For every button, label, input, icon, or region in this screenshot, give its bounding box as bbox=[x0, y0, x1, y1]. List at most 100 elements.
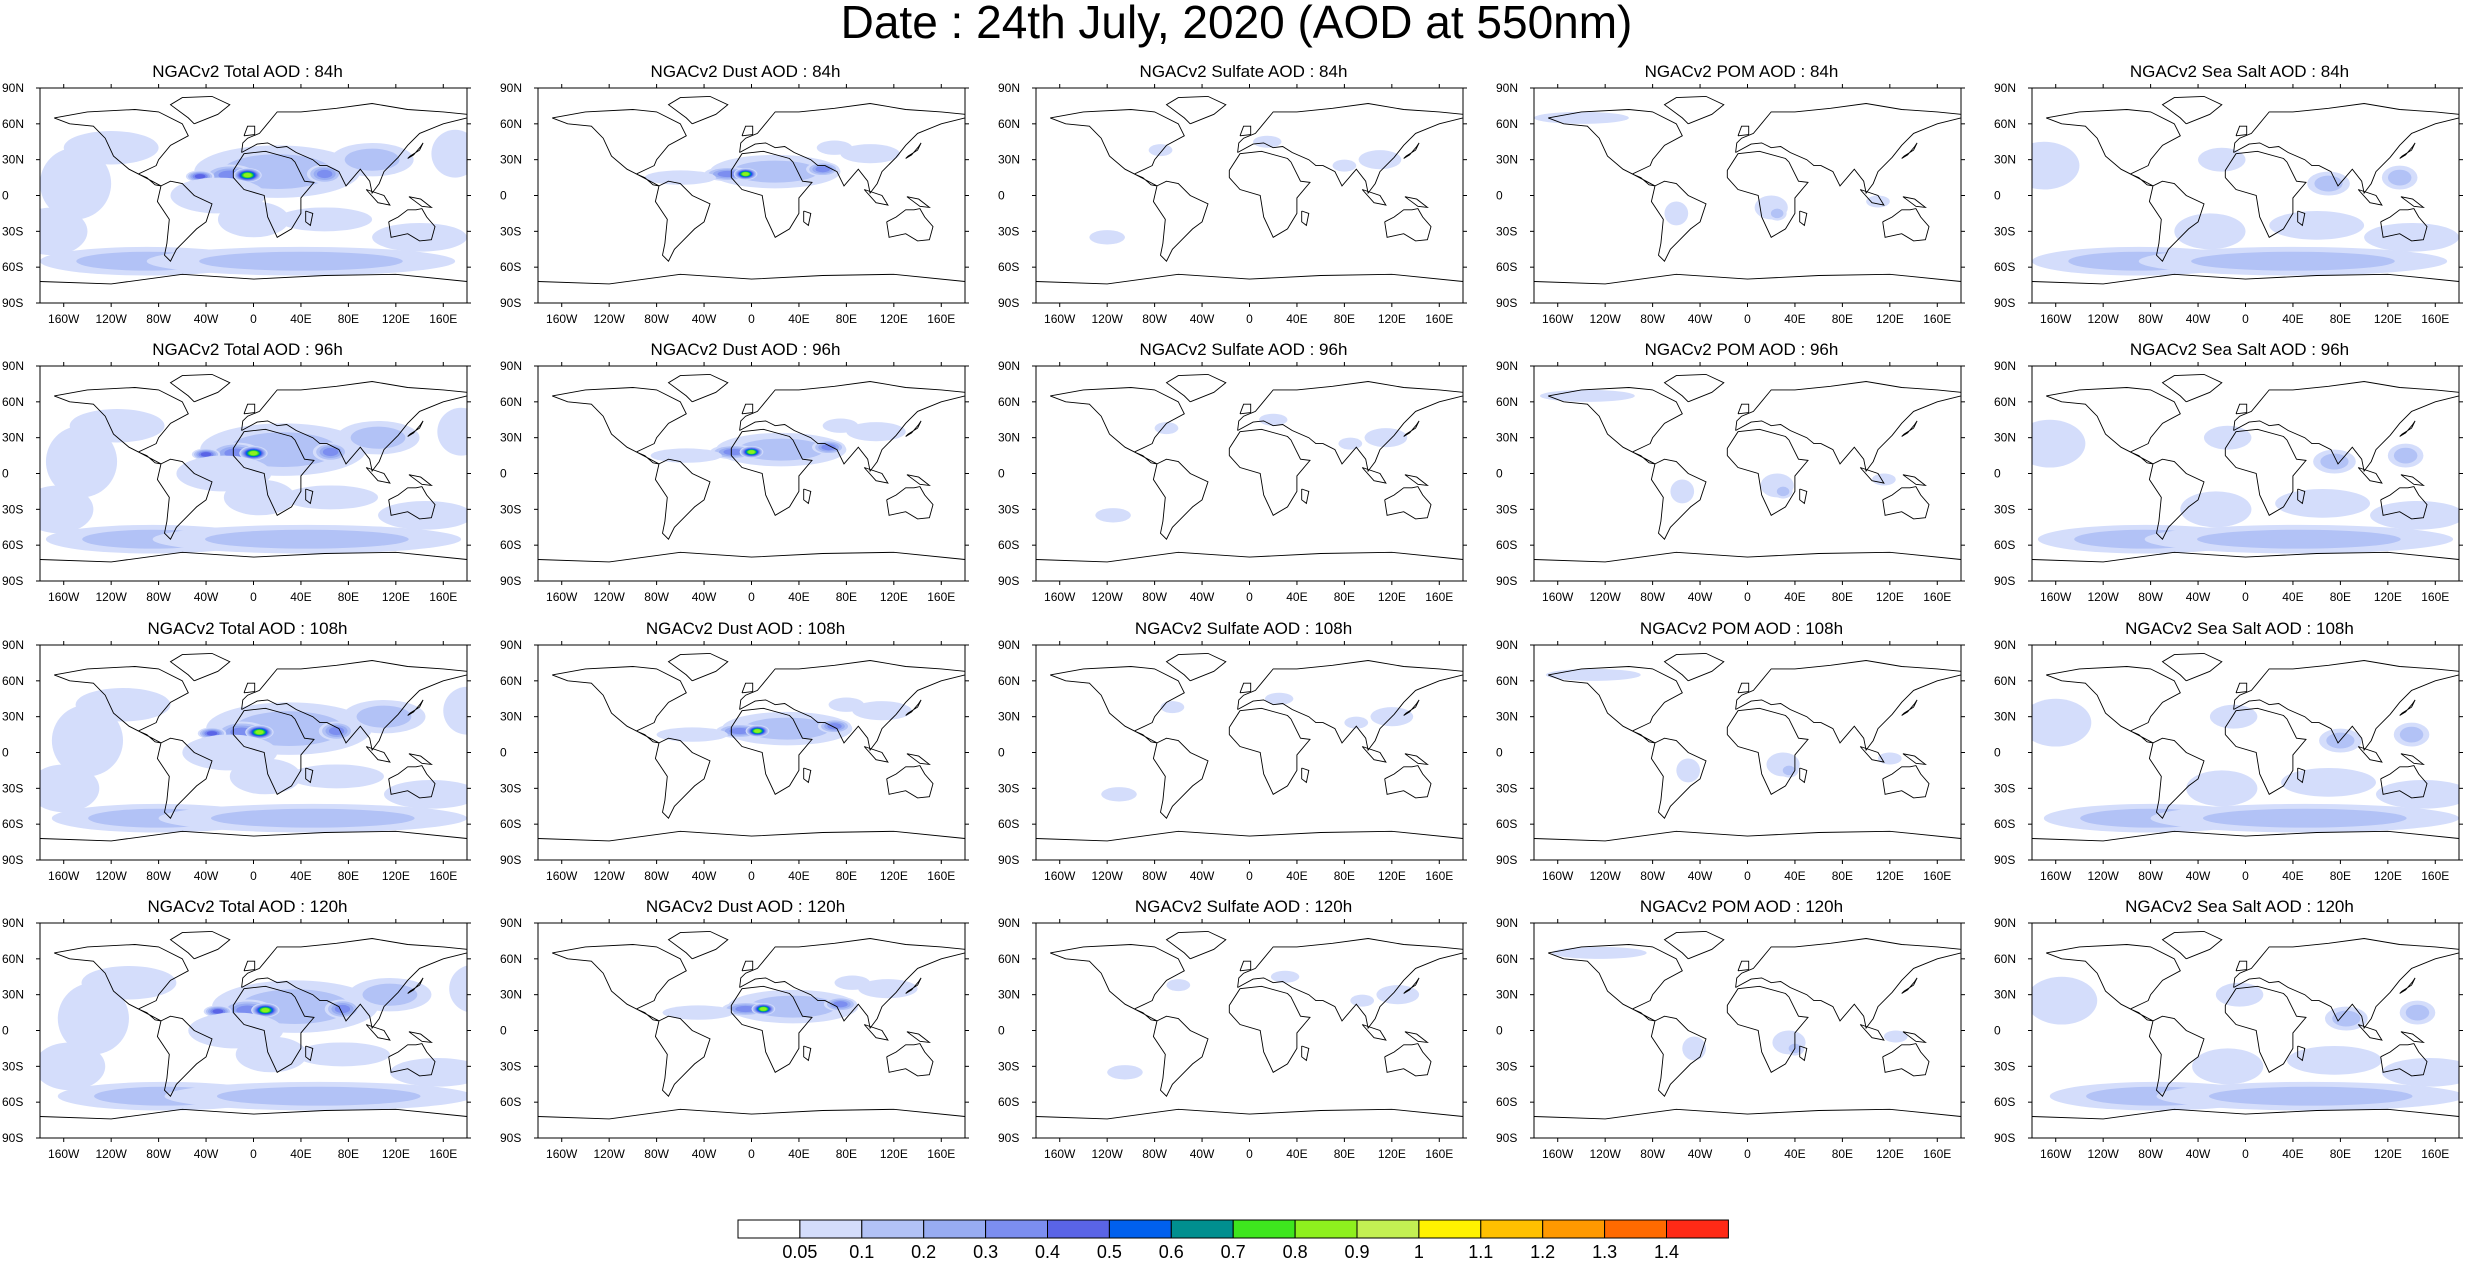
coastline bbox=[2399, 977, 2416, 994]
lat-label: 30N bbox=[1994, 153, 2016, 167]
lon-label: 160E bbox=[429, 590, 457, 604]
lat-label: 60N bbox=[500, 395, 522, 409]
coastline bbox=[2400, 474, 2425, 487]
aerosol-contour bbox=[437, 407, 467, 456]
aerosol-contour bbox=[2032, 419, 2086, 468]
aerosol-contour bbox=[188, 1012, 284, 1049]
coastline bbox=[2233, 938, 2459, 1030]
colorbar-swatch bbox=[923, 1219, 987, 1239]
lon-label: 80E bbox=[338, 1147, 359, 1161]
lat-label: 30S bbox=[2, 502, 23, 516]
lon-label: 80E bbox=[1334, 590, 1355, 604]
coastline bbox=[905, 142, 922, 159]
lon-label: 80E bbox=[2330, 312, 2351, 326]
lon-label: 120W bbox=[1589, 312, 1621, 326]
aerosol-contour bbox=[1258, 413, 1288, 426]
lat-label: 60N bbox=[1994, 952, 2016, 966]
lon-label: 40W bbox=[1688, 590, 1713, 604]
colorbar-label: 0.1 bbox=[849, 1242, 874, 1261]
aerosol-contour bbox=[840, 144, 900, 164]
aerosol-field bbox=[538, 930, 965, 1120]
lat-label: 30N bbox=[998, 988, 1020, 1002]
lon-label: 120W bbox=[1589, 869, 1621, 883]
lat-label: 60N bbox=[1496, 952, 1518, 966]
lon-label: 40E bbox=[290, 312, 311, 326]
coastline bbox=[1165, 930, 1227, 960]
figure-title: Date : 24th July, 2020 (AOD at 550nm) bbox=[840, 0, 1633, 48]
lat-label: 60S bbox=[998, 817, 1019, 831]
coastline bbox=[739, 381, 965, 473]
coastline bbox=[2400, 753, 2425, 766]
aerosol-contour bbox=[1332, 159, 1357, 172]
lon-label: 160E bbox=[1425, 1147, 1453, 1161]
coastline bbox=[1228, 428, 1311, 516]
lon-label: 40E bbox=[1784, 590, 1805, 604]
lat-label: 30N bbox=[500, 988, 522, 1002]
map-canvas: 90N 60N 30N 0 30S 60S 90S 160W 120W 80W 40W 0 40E 80E… bbox=[1994, 638, 2463, 883]
lon-label: 0 bbox=[1744, 312, 1751, 326]
map-canvas: 90N 60N 30N 0 30S 60S 90S 160W 120W 80W 40W 0 40E 80E… bbox=[998, 359, 1467, 604]
coastline bbox=[739, 938, 965, 1030]
lon-label: 160W bbox=[1044, 1147, 1076, 1161]
aerosol-contour bbox=[2387, 169, 2412, 186]
lat-label: 30S bbox=[1496, 224, 1517, 238]
colorbar-label: 0.2 bbox=[911, 1242, 936, 1261]
lat-label: 60S bbox=[1994, 1095, 2015, 1109]
coastline bbox=[2297, 488, 2306, 505]
aerosol-field bbox=[538, 95, 965, 285]
lat-label: 60S bbox=[1994, 538, 2015, 552]
aerosol-contour bbox=[816, 140, 853, 155]
lat-label: 30N bbox=[998, 153, 1020, 167]
aerosol-contour bbox=[2192, 1048, 2264, 1085]
coastline bbox=[741, 125, 754, 137]
colorbar-label: 1 bbox=[1414, 1242, 1424, 1261]
aerosol-contour bbox=[2180, 491, 2252, 528]
lat-label: 30S bbox=[998, 224, 1019, 238]
aerosol-contour bbox=[1350, 994, 1375, 1007]
lat-label: 60S bbox=[2, 1095, 23, 1109]
aerosol-contour bbox=[2314, 175, 2343, 192]
lat-label: 30N bbox=[2, 710, 24, 724]
lat-label: 90S bbox=[500, 853, 521, 867]
lat-label: 90N bbox=[2, 81, 24, 95]
panel-title: NGACv2 Sea Salt AOD : 84h bbox=[2129, 62, 2350, 81]
lon-label: 80W bbox=[2138, 869, 2163, 883]
coastline bbox=[1663, 95, 1725, 125]
aerosol-contour bbox=[261, 1008, 270, 1013]
lon-label: 80W bbox=[146, 590, 171, 604]
coastline bbox=[739, 660, 965, 752]
coastline bbox=[1726, 985, 1809, 1073]
coastline bbox=[1301, 210, 1310, 227]
lat-label: 90S bbox=[998, 853, 1019, 867]
lon-label: 160W bbox=[2040, 1147, 2072, 1161]
coastline bbox=[1901, 142, 1918, 159]
lon-label: 0 bbox=[1246, 312, 1253, 326]
coastline bbox=[243, 960, 256, 972]
coastline bbox=[40, 551, 467, 563]
lon-label: 40W bbox=[1190, 1147, 1215, 1161]
aerosol-contour bbox=[1358, 150, 1402, 170]
coastline bbox=[730, 985, 813, 1073]
aerosol-contour bbox=[1551, 946, 1647, 959]
lon-label: 40E bbox=[788, 590, 809, 604]
lat-label: 30N bbox=[1496, 431, 1518, 445]
aerosol-field bbox=[2032, 652, 2459, 842]
aerosol-contour bbox=[1866, 195, 1890, 208]
lon-label: 160E bbox=[2421, 312, 2449, 326]
coastline bbox=[1859, 467, 1885, 484]
aerosol-contour bbox=[316, 169, 333, 179]
coastline bbox=[2161, 373, 2223, 403]
lat-label: 60N bbox=[2, 117, 24, 131]
aerosol-contour bbox=[2275, 489, 2371, 518]
lat-label: 30S bbox=[500, 502, 521, 516]
lat-label: 90S bbox=[2, 296, 23, 310]
coastline bbox=[1403, 699, 1420, 716]
lat-label: 0 bbox=[1994, 189, 2001, 203]
aerosol-contour bbox=[283, 485, 379, 510]
lon-label: 160W bbox=[48, 590, 80, 604]
lat-label: 0 bbox=[998, 1024, 1005, 1038]
lon-label: 160E bbox=[429, 869, 457, 883]
aerosol-contour bbox=[289, 764, 384, 789]
map-canvas: 90N 60N 30N 0 30S 60S 90S 160W 120W 80W 40W 0 40E 80E… bbox=[500, 81, 969, 326]
map-panel: 90N 60N 30N 0 30S 60S 90S 160W 120W 80W 40W 0 40E 80E… bbox=[0, 805, 495, 1161]
